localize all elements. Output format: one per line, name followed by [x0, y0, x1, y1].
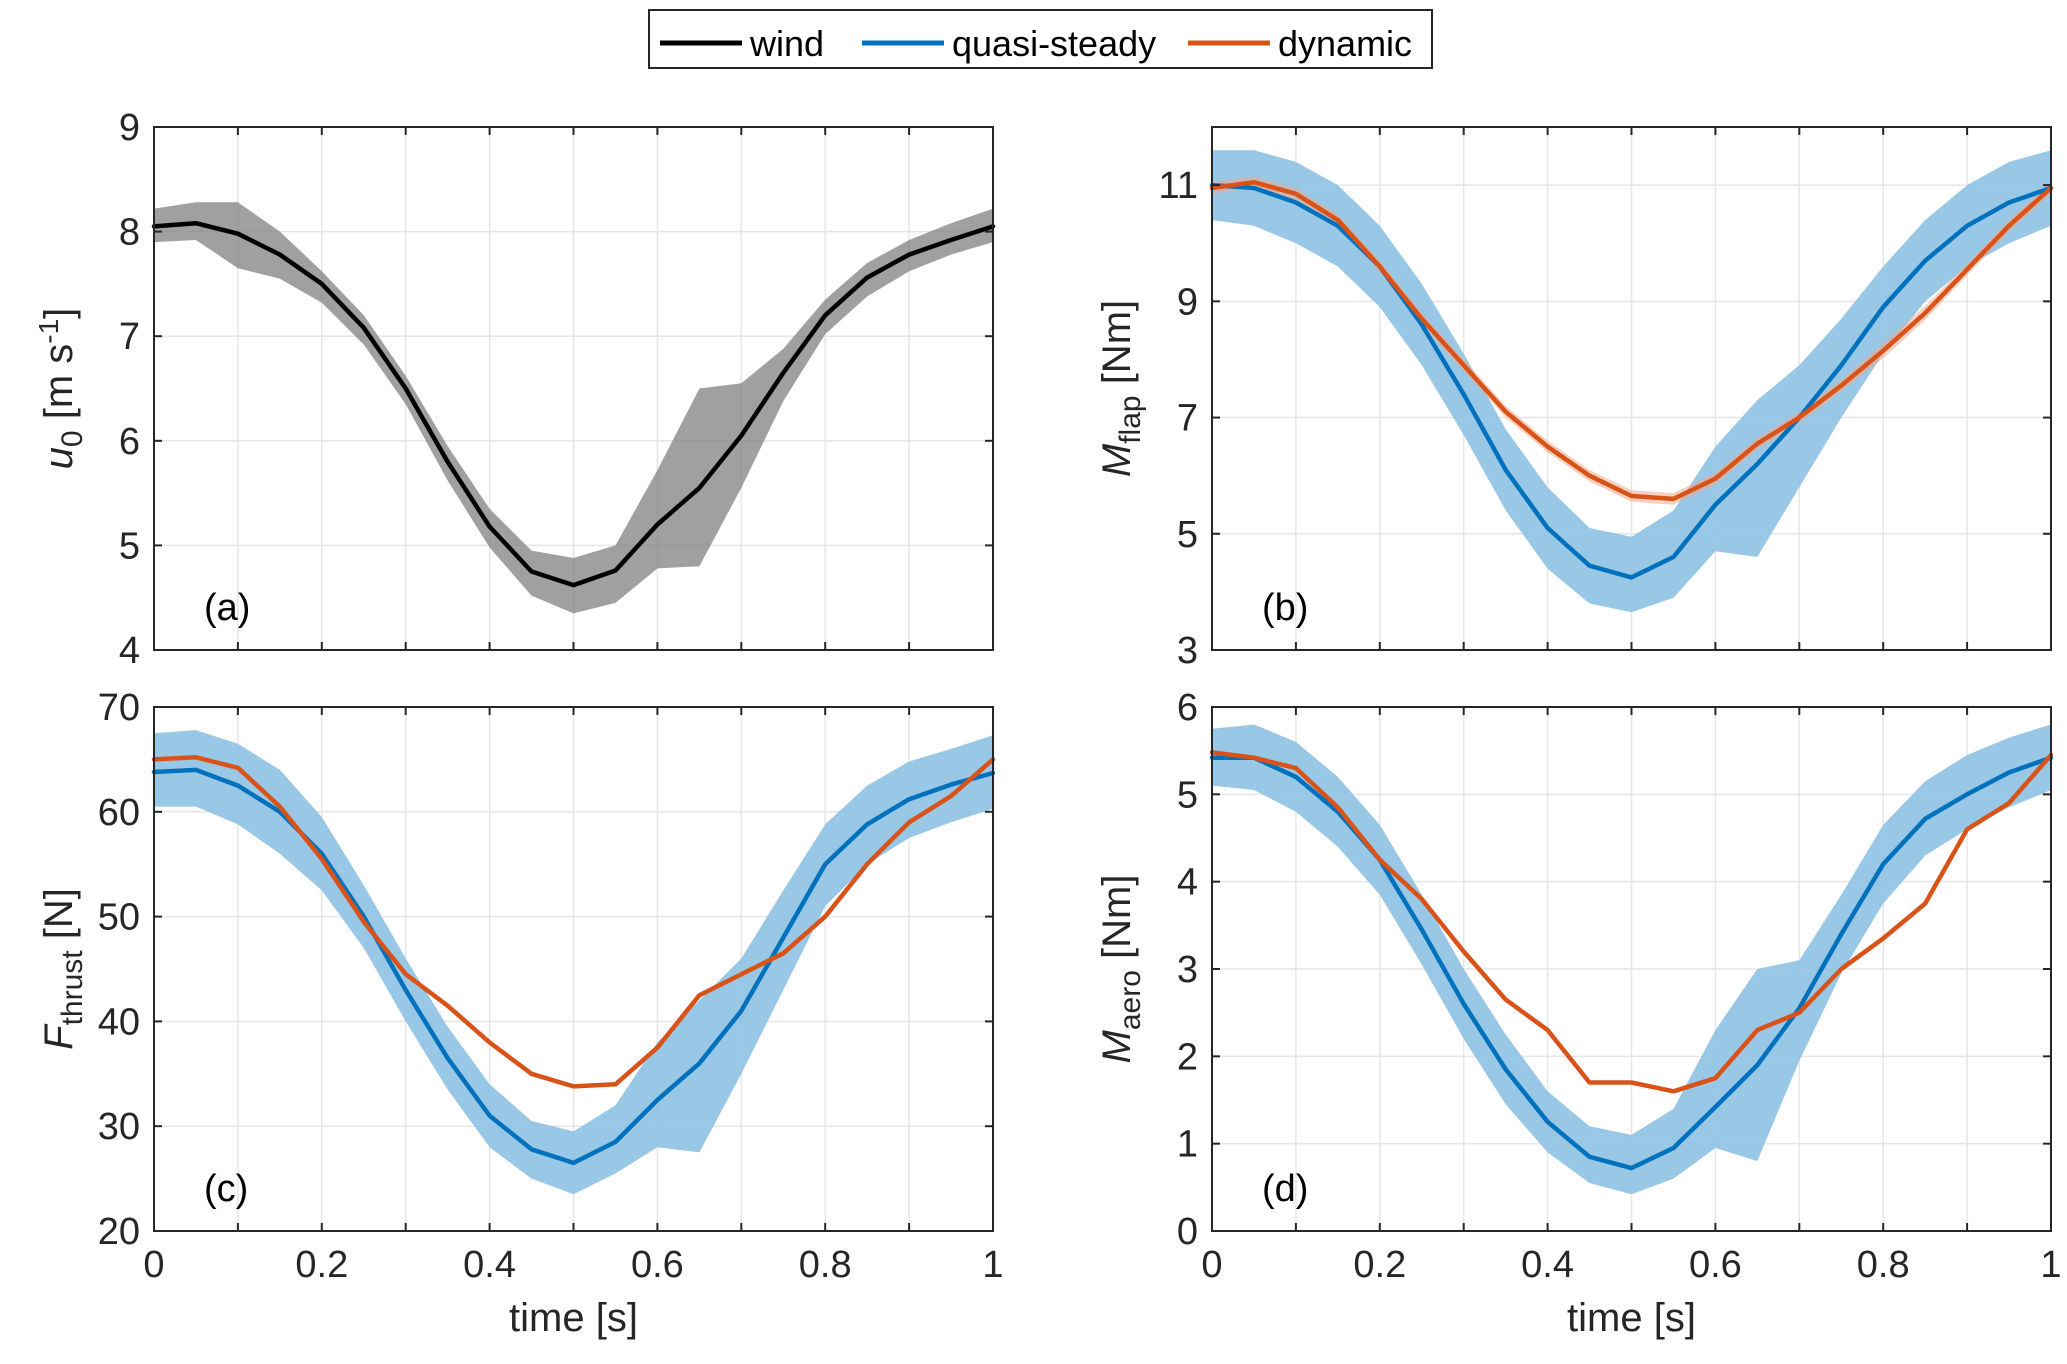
legend-label-quasi-steady: quasi-steady — [952, 23, 1156, 64]
y-tick-label: 50 — [98, 897, 140, 939]
y-axis-label-subscript: thrust — [56, 950, 89, 1026]
y-tick-label: 5 — [119, 525, 140, 567]
y-tick-label: 9 — [119, 107, 140, 149]
legend-label-dynamic: dynamic — [1278, 23, 1412, 64]
y-axis-label-symbol: u — [37, 447, 81, 469]
y-tick-label: 4 — [119, 630, 140, 672]
y-tick-label: 30 — [98, 1106, 140, 1148]
band-qs — [154, 730, 993, 1195]
y-tick-label: 9 — [1177, 281, 1198, 323]
y-tick-label: 7 — [1177, 398, 1198, 440]
y-tick-label: 70 — [98, 687, 140, 729]
series-line-dyn — [151, 755, 996, 1089]
x-tick-label: 0.6 — [631, 1244, 684, 1286]
series-line-qs — [1209, 182, 2054, 580]
x-tick-label: 0.8 — [799, 1244, 852, 1286]
series-line-dyn — [1209, 179, 2054, 502]
x-tick-label: 1 — [2040, 1244, 2061, 1286]
y-axis-label-subscript: 0 — [56, 430, 89, 447]
y-tick-label: 3 — [1177, 630, 1198, 672]
y-tick-label: 3 — [1177, 949, 1198, 991]
y-axis-label: u0 [m s-1] — [33, 308, 89, 470]
y-axis-label: Mflap [Nm] — [1095, 300, 1147, 477]
x-tick-label: 0.2 — [1353, 1244, 1406, 1286]
x-axis-label: time [s] — [1567, 1296, 1696, 1340]
y-axis-label: Fthrust [N] — [37, 888, 89, 1050]
y-tick-label: 60 — [98, 792, 140, 834]
y-tick-label: 2 — [1177, 1036, 1198, 1078]
y-tick-label: 4 — [1177, 862, 1198, 904]
y-tick-label: 7 — [119, 316, 140, 358]
panel-b: 3 5 7 9 11 (b) Mflap [Nm] — [1095, 126, 2054, 672]
y-axis-label-subscript: aero — [1114, 970, 1147, 1030]
series-line-wind — [151, 220, 996, 588]
y-axis-label-symbol: M — [1095, 1029, 1139, 1063]
x-axis-label: time [s] — [509, 1296, 638, 1340]
y-axis-label-superscript: -1 — [33, 319, 64, 344]
y-axis-label: Maero [Nm] — [1095, 875, 1147, 1064]
panel-label: (c) — [204, 1168, 248, 1210]
y-tick-label: 6 — [1177, 687, 1198, 729]
y-tick-label: 0 — [1177, 1211, 1198, 1253]
y-axis-label-unit-end: ] — [37, 308, 81, 319]
y-tick-label: 6 — [119, 421, 140, 463]
series-line-dyn — [1209, 750, 2054, 1094]
y-axis-label-unit: [N] — [37, 888, 81, 950]
panel-label: (d) — [1262, 1168, 1308, 1210]
x-tick-label: 0 — [143, 1244, 164, 1286]
y-tick-label: 40 — [98, 1001, 140, 1043]
y-tick-label: 8 — [119, 212, 140, 254]
y-axis-label-unit: [Nm] — [1095, 875, 1139, 971]
y-tick-label: 11 — [1159, 165, 1198, 207]
y-tick-label: 5 — [1177, 774, 1198, 816]
x-tick-label: 0.2 — [295, 1244, 348, 1286]
panel-label: (b) — [1262, 587, 1308, 629]
panel-label: (a) — [204, 587, 250, 629]
x-tick-label: 0.8 — [1857, 1244, 1910, 1286]
y-tick-label: 20 — [98, 1211, 140, 1253]
y-tick-label: 5 — [1177, 514, 1198, 556]
y-axis-label-subscript: flap — [1114, 395, 1147, 443]
band-wind — [154, 202, 993, 614]
y-axis-label-unit: [m s — [37, 344, 81, 431]
panel-d: 0 0.2 0.4 0.6 0.8 1 0 1 2 3 4 5 6 (d) time [s] Maero [N… — [1095, 687, 2062, 1340]
legend-label-wind: wind — [749, 23, 824, 64]
y-axis-label-symbol: F — [37, 1023, 81, 1050]
x-tick-label: 1 — [982, 1244, 1003, 1286]
y-tick-label: 1 — [1177, 1124, 1198, 1166]
x-tick-label: 0.4 — [1521, 1244, 1574, 1286]
panel-a: 4 5 6 7 8 9 (a) u0 [m s-1] — [33, 107, 996, 672]
y-axis-label-symbol: M — [1095, 443, 1139, 477]
y-axis-label-unit: [Nm] — [1095, 300, 1139, 396]
legend-box — [648, 9, 1433, 69]
legend: wind quasi-steady dynamic — [648, 9, 1433, 69]
panel-c: 0 0.2 0.4 0.6 0.8 1 20 30 40 50 60 70 (c) time [s] Fth… — [37, 687, 1004, 1340]
band-qs — [1212, 724, 2051, 1195]
x-tick-label: 0.6 — [1689, 1244, 1742, 1286]
x-tick-label: 0.4 — [463, 1244, 516, 1286]
x-tick-label: 0 — [1201, 1244, 1222, 1286]
